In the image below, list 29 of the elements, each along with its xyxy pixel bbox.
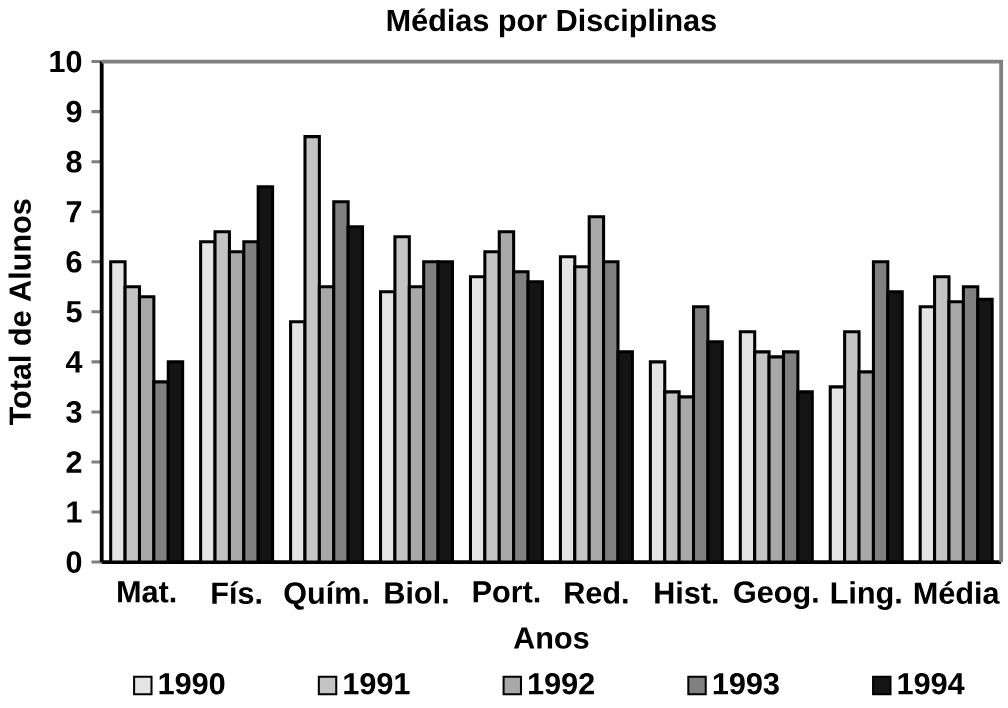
x-tick-label: Biol. — [385, 581, 448, 604]
y-tick-label: 1 — [67, 501, 82, 523]
legend-label: 1992 — [529, 672, 594, 695]
y-tick-label: 4 — [65, 351, 83, 373]
x-tick-label: Ling. — [831, 581, 901, 610]
y-tick-label: 9 — [66, 100, 82, 123]
x-tick-label: Port. — [473, 581, 540, 603]
x-tick-label: Fís. — [212, 581, 261, 604]
x-tick-label: Hist. — [655, 581, 718, 604]
x-axis-title: Anos — [513, 627, 589, 649]
legend-label: 1991 — [344, 672, 410, 695]
y-axis-title: Total de Alunos — [8, 199, 31, 425]
y-tick-label: 8 — [66, 150, 82, 173]
y-tick-label: 0 — [66, 551, 82, 573]
x-tick-label: Quím. — [284, 581, 368, 610]
legend-label: 1993 — [713, 672, 779, 695]
y-tick-label: 2 — [66, 451, 82, 473]
x-tick-label: Red. — [565, 581, 628, 604]
legend-label: 1994 — [898, 672, 965, 695]
x-tick-label: Média — [914, 581, 1000, 604]
y-tick-label: 6 — [66, 250, 82, 273]
y-tick-label: 3 — [66, 400, 82, 423]
x-tick-label: Mat. — [118, 581, 176, 603]
legend-label: 1990 — [159, 672, 225, 695]
chart-title: Médias por Disciplinas — [387, 8, 716, 38]
x-tick-label: Geog. — [734, 581, 818, 609]
y-tick-label: 10 — [50, 50, 82, 73]
y-tick-label: 5 — [66, 301, 82, 323]
y-tick-label: 7 — [66, 201, 82, 223]
